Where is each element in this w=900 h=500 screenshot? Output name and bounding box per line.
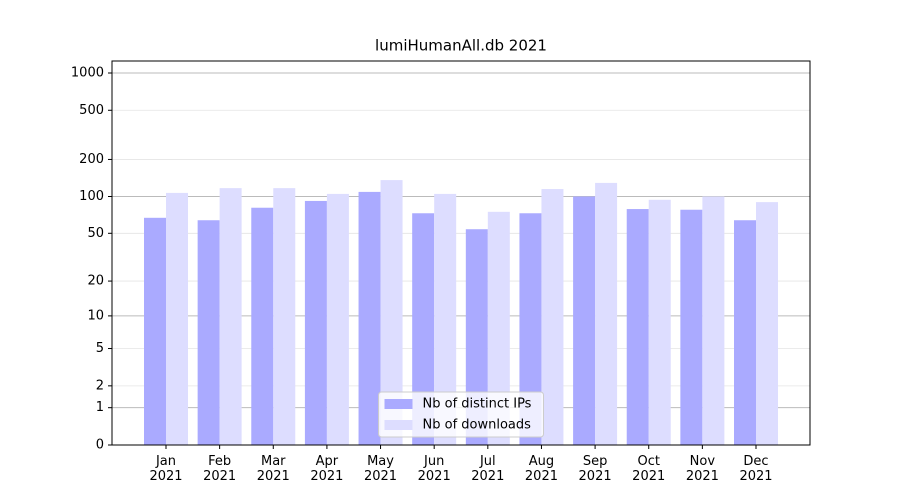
bar bbox=[756, 202, 778, 445]
axes-frame bbox=[111, 60, 811, 446]
bar bbox=[541, 189, 564, 445]
x-tick-label: Nov 2021 bbox=[685, 454, 719, 484]
x-tick-label: Apr 2021 bbox=[310, 454, 344, 484]
y-tick-label: 200 bbox=[79, 152, 104, 167]
legend-box bbox=[378, 391, 544, 438]
y-tick-label: 0 bbox=[96, 438, 104, 453]
legend-swatch bbox=[384, 399, 413, 409]
bar bbox=[358, 191, 381, 445]
bar bbox=[626, 209, 649, 445]
y-tick-label: 50 bbox=[87, 226, 104, 241]
x-tick-label: Feb 2021 bbox=[203, 454, 237, 484]
bar bbox=[434, 193, 457, 445]
x-tick-label: Aug 2021 bbox=[524, 454, 558, 484]
bar bbox=[326, 193, 349, 445]
bar bbox=[304, 200, 327, 445]
legend-label: Nb of downloads bbox=[423, 418, 532, 433]
chart-title: lumiHumanAll.db 2021 bbox=[375, 37, 547, 55]
x-tick-label: Jun 2021 bbox=[417, 454, 451, 484]
x-tick-label: Oct 2021 bbox=[632, 454, 666, 484]
y-tick-label: 100 bbox=[79, 189, 104, 204]
y-tick-label: 10 bbox=[87, 308, 104, 323]
bar bbox=[144, 217, 166, 445]
y-tick-label: 5 bbox=[96, 341, 104, 356]
legend-label: Nb of distinct IPs bbox=[423, 397, 532, 412]
bar bbox=[648, 199, 671, 445]
bar bbox=[465, 229, 488, 445]
bar bbox=[487, 211, 510, 445]
y-tick-label: 2 bbox=[96, 378, 104, 393]
x-tick-label: Mar 2021 bbox=[256, 454, 290, 484]
legend: Nb of distinct IPs Nb of downloads bbox=[378, 391, 544, 438]
bar bbox=[519, 213, 542, 445]
x-tick-label: Sep 2021 bbox=[578, 454, 612, 484]
bar bbox=[412, 213, 435, 445]
bar bbox=[251, 207, 274, 445]
bar bbox=[166, 192, 188, 445]
bar bbox=[680, 209, 703, 445]
bar bbox=[573, 196, 596, 445]
bar bbox=[273, 188, 296, 445]
x-tick-label: Jul 2021 bbox=[471, 454, 505, 484]
y-tick-label: 500 bbox=[79, 103, 104, 118]
bar bbox=[702, 196, 725, 445]
y-tick-label: 1000 bbox=[71, 66, 104, 81]
y-tick-label: 1 bbox=[96, 400, 104, 415]
bar bbox=[595, 182, 618, 445]
bar bbox=[197, 220, 220, 445]
bar bbox=[219, 188, 242, 445]
y-tick-label: 20 bbox=[87, 274, 104, 289]
x-tick-label: Jan 2021 bbox=[149, 454, 183, 484]
x-tick-label: Dec 2021 bbox=[739, 454, 773, 484]
legend-swatch bbox=[384, 420, 413, 430]
bar bbox=[734, 220, 756, 445]
bar bbox=[380, 180, 403, 445]
x-tick-label: May 2021 bbox=[363, 454, 398, 484]
